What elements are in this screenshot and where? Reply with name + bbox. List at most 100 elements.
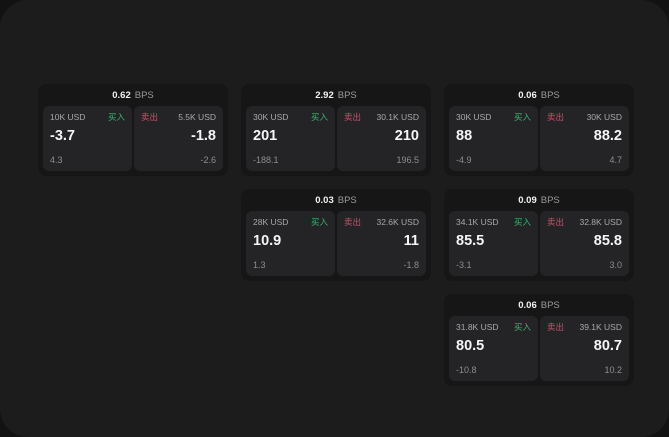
bps-value: 0.06 bbox=[518, 89, 537, 101]
sell-amount: 32.8K USD bbox=[579, 217, 622, 227]
buy-quote-tile[interactable]: 10K USD 买入 -3.7 4.3 bbox=[43, 106, 132, 171]
buy-label: 买入 bbox=[513, 217, 531, 227]
buy-amount: 31.8K USD bbox=[456, 322, 499, 332]
card-header: 0.06 BPS bbox=[449, 294, 629, 316]
bps-unit-label: BPS bbox=[540, 89, 560, 101]
sell-quote-tile[interactable]: 卖出 30.1K USD 210 196.5 bbox=[337, 106, 426, 171]
sell-amount: 30K USD bbox=[586, 112, 622, 122]
card-header: 0.09 BPS bbox=[449, 189, 629, 211]
sell-quote-tile[interactable]: 卖出 39.1K USD 80.7 10.2 bbox=[540, 316, 629, 381]
sell-price: -1.8 bbox=[191, 128, 216, 144]
bps-unit-label: BPS bbox=[134, 89, 154, 101]
quote-card: 0.06 BPS 30K USD 买入 88 -4.9 卖出 30K USD 8… bbox=[444, 84, 634, 176]
quote-cells: 30K USD 买入 88 -4.9 卖出 30K USD 88.2 4.7 bbox=[449, 106, 629, 171]
buy-quote-tile[interactable]: 30K USD 买入 88 -4.9 bbox=[449, 106, 538, 171]
buy-sub-value: 1.3 bbox=[253, 260, 266, 270]
sell-price: 85.8 bbox=[593, 233, 622, 249]
buy-label: 买入 bbox=[513, 322, 531, 332]
sell-sub-value: 196.5 bbox=[396, 155, 419, 165]
buy-quote-tile[interactable]: 34.1K USD 买入 85.5 -3.1 bbox=[449, 211, 538, 276]
quote-cells: 30K USD 买入 201 -188.1 卖出 30.1K USD 210 1… bbox=[246, 106, 426, 171]
buy-amount: 30K USD bbox=[253, 112, 289, 122]
sell-amount: 30.1K USD bbox=[376, 112, 419, 122]
buy-tile-header: 30K USD 买入 bbox=[253, 112, 328, 123]
buy-sub-value: -10.8 bbox=[456, 365, 477, 375]
buy-amount: 10K USD bbox=[50, 112, 86, 122]
bps-value: 2.92 bbox=[315, 89, 334, 101]
bps-unit-label: BPS bbox=[337, 89, 357, 101]
bps-value: 0.62 bbox=[112, 89, 131, 101]
buy-label: 买入 bbox=[310, 112, 328, 122]
bps-unit-label: BPS bbox=[337, 194, 357, 206]
buy-amount: 30K USD bbox=[456, 112, 492, 122]
sell-price: 88.2 bbox=[593, 128, 622, 144]
quote-card: 0.62 BPS 10K USD 买入 -3.7 4.3 卖出 5.5K USD… bbox=[38, 84, 228, 176]
buy-label: 买入 bbox=[513, 112, 531, 122]
sell-price: 11 bbox=[403, 233, 419, 249]
quote-card: 2.92 BPS 30K USD 买入 201 -188.1 卖出 30.1K … bbox=[241, 84, 431, 176]
sell-sub-value: 3.0 bbox=[609, 260, 622, 270]
buy-label: 买入 bbox=[310, 217, 328, 227]
sell-tile-header: 卖出 32.8K USD bbox=[547, 217, 622, 228]
buy-tile-header: 10K USD 买入 bbox=[50, 112, 125, 123]
quote-card: 0.03 BPS 28K USD 买入 10.9 1.3 卖出 32.6K US… bbox=[241, 189, 431, 281]
sell-sub-value: -1.8 bbox=[403, 260, 419, 270]
buy-sub-value: -188.1 bbox=[253, 155, 279, 165]
buy-tile-header: 28K USD 买入 bbox=[253, 217, 328, 228]
buy-price: -3.7 bbox=[50, 128, 75, 144]
buy-tile-header: 31.8K USD 买入 bbox=[456, 322, 531, 333]
buy-label: 买入 bbox=[107, 112, 125, 122]
sell-quote-tile[interactable]: 卖出 30K USD 88.2 4.7 bbox=[540, 106, 629, 171]
quote-cells: 28K USD 买入 10.9 1.3 卖出 32.6K USD 11 -1.8 bbox=[246, 211, 426, 276]
quote-card: 0.09 BPS 34.1K USD 买入 85.5 -3.1 卖出 32.8K… bbox=[444, 189, 634, 281]
sell-sub-value: 10.2 bbox=[604, 365, 622, 375]
sell-tile-header: 卖出 30K USD bbox=[547, 112, 622, 123]
sell-label: 卖出 bbox=[344, 217, 362, 227]
buy-price: 85.5 bbox=[456, 233, 485, 249]
quote-board: 0.62 BPS 10K USD 买入 -3.7 4.3 卖出 5.5K USD… bbox=[38, 84, 634, 386]
buy-price: 88 bbox=[456, 128, 473, 144]
buy-amount: 34.1K USD bbox=[456, 217, 499, 227]
buy-price: 10.9 bbox=[253, 233, 282, 249]
sell-tile-header: 卖出 5.5K USD bbox=[141, 112, 216, 123]
card-header: 0.62 BPS bbox=[43, 84, 223, 106]
sell-tile-header: 卖出 30.1K USD bbox=[344, 112, 419, 123]
sell-label: 卖出 bbox=[547, 322, 565, 332]
buy-sub-value: -3.1 bbox=[456, 260, 472, 270]
buy-sub-value: -4.9 bbox=[456, 155, 472, 165]
bps-unit-label: BPS bbox=[540, 299, 560, 311]
buy-price: 201 bbox=[253, 128, 278, 144]
card-header: 0.06 BPS bbox=[449, 84, 629, 106]
bps-value: 0.06 bbox=[518, 299, 537, 311]
buy-quote-tile[interactable]: 28K USD 买入 10.9 1.3 bbox=[246, 211, 335, 276]
sell-label: 卖出 bbox=[547, 112, 565, 122]
quote-cells: 34.1K USD 买入 85.5 -3.1 卖出 32.8K USD 85.8… bbox=[449, 211, 629, 276]
sell-quote-tile[interactable]: 卖出 5.5K USD -1.8 -2.6 bbox=[134, 106, 223, 171]
quote-cells: 31.8K USD 买入 80.5 -10.8 卖出 39.1K USD 80.… bbox=[449, 316, 629, 381]
sell-amount: 39.1K USD bbox=[579, 322, 622, 332]
sell-label: 卖出 bbox=[344, 112, 362, 122]
buy-tile-header: 34.1K USD 买入 bbox=[456, 217, 531, 228]
buy-quote-tile[interactable]: 30K USD 买入 201 -188.1 bbox=[246, 106, 335, 171]
quote-card: 0.06 BPS 31.8K USD 买入 80.5 -10.8 卖出 39.1… bbox=[444, 294, 634, 386]
sell-amount: 32.6K USD bbox=[376, 217, 419, 227]
bps-unit-label: BPS bbox=[540, 194, 560, 206]
sell-quote-tile[interactable]: 卖出 32.6K USD 11 -1.8 bbox=[337, 211, 426, 276]
quote-cells: 10K USD 买入 -3.7 4.3 卖出 5.5K USD -1.8 -2.… bbox=[43, 106, 223, 171]
sell-sub-value: 4.7 bbox=[609, 155, 622, 165]
sell-tile-header: 卖出 39.1K USD bbox=[547, 322, 622, 333]
sell-price: 80.7 bbox=[593, 338, 622, 354]
sell-quote-tile[interactable]: 卖出 32.8K USD 85.8 3.0 bbox=[540, 211, 629, 276]
buy-quote-tile[interactable]: 31.8K USD 买入 80.5 -10.8 bbox=[449, 316, 538, 381]
bps-value: 0.09 bbox=[518, 194, 537, 206]
buy-sub-value: 4.3 bbox=[50, 155, 63, 165]
sell-label: 卖出 bbox=[141, 112, 159, 122]
bps-value: 0.03 bbox=[315, 194, 334, 206]
buy-amount: 28K USD bbox=[253, 217, 289, 227]
sell-amount: 5.5K USD bbox=[178, 112, 216, 122]
sell-tile-header: 卖出 32.6K USD bbox=[344, 217, 419, 228]
sell-price: 210 bbox=[394, 128, 419, 144]
buy-tile-header: 30K USD 买入 bbox=[456, 112, 531, 123]
card-header: 0.03 BPS bbox=[246, 189, 426, 211]
